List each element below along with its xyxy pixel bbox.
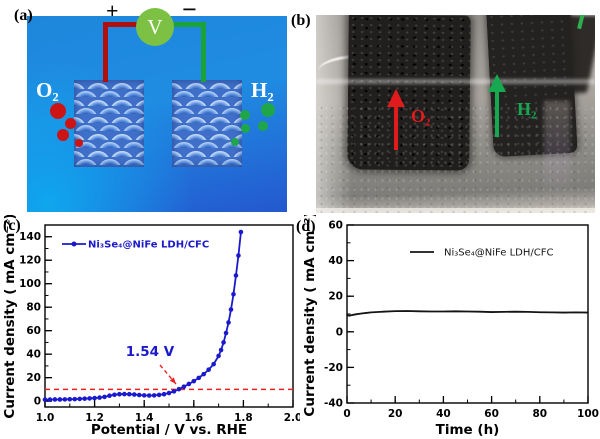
- glass-reflection-streak: [544, 101, 570, 201]
- svg-text:1.6: 1.6: [184, 412, 203, 424]
- h2-bubble: [258, 121, 268, 131]
- svg-text:0: 0: [34, 396, 41, 408]
- cathode-wire-horizontal: [170, 22, 206, 27]
- o2-bubble: [57, 129, 69, 141]
- svg-text:60: 60: [26, 325, 41, 337]
- panel-a-label: (a): [14, 7, 33, 24]
- svg-text:140: 140: [19, 231, 41, 243]
- svg-text:120: 120: [19, 255, 41, 267]
- panel-b-label: (b): [291, 12, 313, 31]
- electrolysis-photo: O₂ H₂: [316, 15, 595, 213]
- glass-reflection: [316, 15, 352, 213]
- o2-arrowhead: [387, 89, 405, 107]
- panel-a-schematic: (a) + − V O₂ H₂: [0, 0, 300, 215]
- o2-bubble: [75, 139, 83, 147]
- photo-h2-label: H₂: [517, 99, 536, 119]
- vessel-bottom-highlight: [316, 208, 595, 213]
- svg-text:20: 20: [328, 291, 343, 303]
- svg-text:40: 40: [436, 408, 451, 420]
- anode-wire-vertical: [103, 22, 108, 82]
- svg-text:Potential / V vs. RHE: Potential / V vs. RHE: [91, 422, 247, 438]
- o2-bubble: [50, 103, 66, 119]
- chart-polarization-curve: 1.0 1.2 1.4 1.6 1.8 2.0 0 20 40 60 80 100 120 140 Ni₃S…: [0, 215, 300, 439]
- h2-bubble: [240, 110, 250, 120]
- svg-text:1.4: 1.4: [135, 412, 154, 424]
- svg-text:1.0: 1.0: [36, 412, 55, 424]
- voltmeter-label: V: [147, 14, 163, 39]
- svg-text:2.0: 2.0: [284, 412, 300, 424]
- h2-bubble: [261, 103, 275, 117]
- anode-electrode-image: [74, 80, 144, 167]
- svg-text:1.8: 1.8: [234, 412, 253, 424]
- svg-text:40: 40: [26, 349, 41, 361]
- o2-label: O₂: [36, 78, 59, 102]
- svg-text:0: 0: [343, 408, 350, 420]
- photo-o2-label: O₂: [411, 106, 430, 126]
- svg-text:-40: -40: [324, 398, 343, 410]
- cathode-electrode-image: [172, 80, 242, 167]
- svg-text:80: 80: [532, 408, 547, 420]
- o2-bubble: [65, 118, 76, 129]
- svg-text:20: 20: [388, 408, 403, 420]
- svg-text:100: 100: [577, 408, 599, 420]
- h2-label: H₂: [251, 78, 274, 102]
- chart-stability-test: 0 20 40 60 80 100 -40 -20 0 20 40 60 Ni₃Se₄@NiFe LDH…: [300, 215, 600, 439]
- cathode-wire-vertical: [201, 22, 206, 82]
- svg-text:Ni₃Se₄@NiFe LDH/CFC: Ni₃Se₄@NiFe LDH/CFC: [88, 240, 209, 251]
- h2-bubble: [241, 124, 250, 133]
- panel-c-label: (c): [3, 217, 21, 234]
- h2-arrowhead: [488, 74, 506, 92]
- svg-text:Current density ( mA cm⁻²): Current density ( mA cm⁻²): [2, 215, 18, 419]
- panel-d-label: (d): [296, 218, 316, 235]
- svg-text:60: 60: [328, 220, 343, 232]
- svg-text:1.2: 1.2: [85, 412, 104, 424]
- anode-wire-horizontal: [103, 22, 140, 27]
- svg-text:Current density ( mA cm⁻²): Current density ( mA cm⁻²): [302, 215, 318, 417]
- svg-text:1.54 V: 1.54 V: [126, 344, 175, 360]
- svg-text:80: 80: [26, 302, 41, 314]
- minus-terminal-label: −: [182, 0, 197, 24]
- svg-text:0: 0: [336, 326, 343, 338]
- plus-terminal-label: +: [106, 0, 119, 23]
- svg-text:-20: -20: [324, 362, 343, 374]
- liquid-surface-reflection: [316, 79, 595, 84]
- voltmeter-icon: V: [136, 8, 174, 46]
- svg-text:Time (h): Time (h): [436, 422, 500, 438]
- svg-text:60: 60: [484, 408, 499, 420]
- photo-annotations: O₂ H₂: [387, 74, 536, 150]
- svg-text:100: 100: [19, 278, 41, 290]
- svg-text:Ni₃Se₄@NiFe LDH/CFC: Ni₃Se₄@NiFe LDH/CFC: [444, 248, 553, 259]
- svg-text:20: 20: [26, 372, 41, 384]
- svg-text:40: 40: [328, 255, 343, 267]
- h2-bubble: [231, 138, 239, 146]
